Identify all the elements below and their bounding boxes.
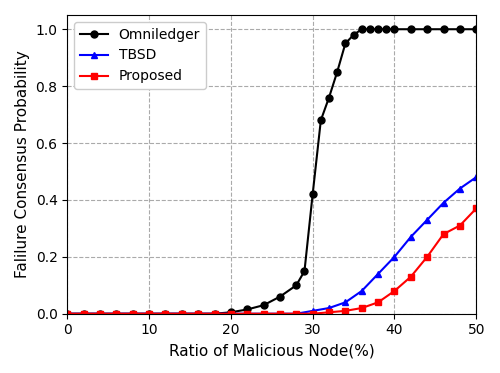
Omniledger xyxy=(97,311,103,316)
Proposed xyxy=(473,206,479,211)
Omniledger xyxy=(358,27,364,31)
TBSD xyxy=(375,272,381,276)
Proposed xyxy=(80,311,86,316)
TBSD xyxy=(244,311,250,316)
X-axis label: Ratio of Malicious Node(%): Ratio of Malicious Node(%) xyxy=(169,343,374,358)
TBSD xyxy=(392,255,398,259)
TBSD xyxy=(228,311,234,316)
Proposed xyxy=(342,308,348,313)
TBSD xyxy=(80,311,86,316)
Omniledger xyxy=(195,311,201,316)
TBSD xyxy=(408,235,414,239)
TBSD xyxy=(114,311,119,316)
Omniledger xyxy=(228,310,234,314)
Omniledger xyxy=(80,311,86,316)
Proposed xyxy=(310,311,316,316)
TBSD xyxy=(179,311,185,316)
Proposed xyxy=(195,311,201,316)
Omniledger xyxy=(384,27,390,31)
Proposed xyxy=(260,311,266,316)
Omniledger xyxy=(244,307,250,312)
Omniledger xyxy=(440,27,446,31)
Proposed xyxy=(212,311,218,316)
TBSD xyxy=(97,311,103,316)
Omniledger xyxy=(310,192,316,197)
Line: Omniledger: Omniledger xyxy=(64,26,480,317)
TBSD xyxy=(277,311,283,316)
Proposed xyxy=(277,311,283,316)
Proposed xyxy=(326,310,332,314)
TBSD xyxy=(294,311,300,316)
TBSD xyxy=(424,217,430,222)
Proposed xyxy=(424,255,430,259)
Omniledger xyxy=(294,283,300,288)
Y-axis label: Falilure Consensus Probability: Falilure Consensus Probability xyxy=(15,50,30,278)
Line: Proposed: Proposed xyxy=(64,205,480,317)
Omniledger xyxy=(162,311,168,316)
TBSD xyxy=(342,300,348,305)
Omniledger xyxy=(146,311,152,316)
Omniledger xyxy=(457,27,463,31)
Omniledger xyxy=(130,311,136,316)
Omniledger xyxy=(392,27,398,31)
Proposed xyxy=(114,311,119,316)
TBSD xyxy=(326,306,332,310)
Omniledger xyxy=(212,311,218,316)
Omniledger xyxy=(260,303,266,307)
Proposed xyxy=(130,311,136,316)
TBSD xyxy=(260,311,266,316)
Proposed xyxy=(358,306,364,310)
TBSD xyxy=(195,311,201,316)
TBSD xyxy=(162,311,168,316)
Omniledger xyxy=(424,27,430,31)
TBSD xyxy=(146,311,152,316)
TBSD xyxy=(457,186,463,191)
Omniledger xyxy=(408,27,414,31)
TBSD xyxy=(310,308,316,313)
Proposed xyxy=(162,311,168,316)
TBSD xyxy=(212,311,218,316)
Proposed xyxy=(392,289,398,293)
TBSD xyxy=(473,175,479,179)
Omniledger xyxy=(342,41,348,46)
Proposed xyxy=(294,311,300,316)
Omniledger xyxy=(114,311,119,316)
Omniledger xyxy=(179,311,185,316)
Omniledger xyxy=(350,33,356,37)
Omniledger xyxy=(64,311,70,316)
Omniledger xyxy=(473,27,479,31)
Omniledger xyxy=(277,294,283,299)
Proposed xyxy=(64,311,70,316)
Proposed xyxy=(440,232,446,236)
Proposed xyxy=(457,223,463,228)
Omniledger xyxy=(334,70,340,74)
Proposed xyxy=(375,300,381,305)
TBSD xyxy=(358,289,364,293)
Proposed xyxy=(97,311,103,316)
Proposed xyxy=(146,311,152,316)
Proposed xyxy=(244,311,250,316)
Omniledger xyxy=(375,27,381,31)
Proposed xyxy=(179,311,185,316)
Line: TBSD: TBSD xyxy=(64,174,480,317)
TBSD xyxy=(64,311,70,316)
Proposed xyxy=(228,311,234,316)
Legend: Omniledger, TBSD, Proposed: Omniledger, TBSD, Proposed xyxy=(74,22,206,89)
TBSD xyxy=(440,201,446,205)
Omniledger xyxy=(367,27,373,31)
Proposed xyxy=(408,275,414,279)
Omniledger xyxy=(318,118,324,122)
TBSD xyxy=(130,311,136,316)
Omniledger xyxy=(326,95,332,100)
Omniledger xyxy=(302,269,308,273)
